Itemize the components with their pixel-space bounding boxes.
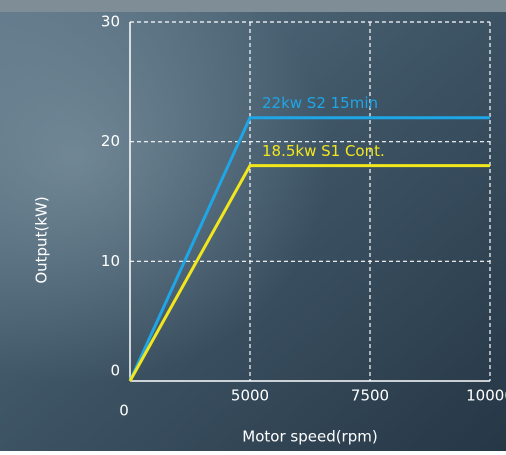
series-label: 18.5kw S1 Cont. (262, 142, 385, 160)
x-tick-label: 5000 (231, 387, 269, 405)
y-tick-label: 30 (101, 13, 120, 31)
x-axis-label: Motor speed(rpm) (242, 428, 377, 446)
x-tick-label: 10000 (466, 387, 506, 405)
y-tick-label: 0 (110, 362, 120, 380)
y-axis-label: Output(kW) (33, 196, 51, 283)
x-tick-label: 0 (119, 402, 129, 420)
top-bar (0, 0, 506, 12)
series-label: 22kw S2 15min (262, 94, 378, 112)
y-tick-label: 10 (101, 252, 120, 270)
series-line (128, 164, 490, 382)
series-line (128, 116, 490, 382)
x-tick-label: 7500 (351, 387, 389, 405)
y-tick-label: 20 (101, 132, 120, 150)
